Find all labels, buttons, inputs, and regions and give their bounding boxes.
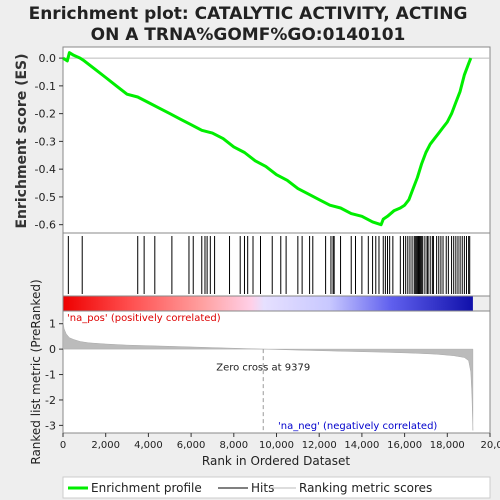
hits-panel bbox=[62, 232, 491, 297]
es-y-tick-label: 0.0 bbox=[39, 52, 57, 65]
x-axis-ticks: 0 2,000 4,000 6,000 8,000 10,000 12,000 14,000 1… bbox=[60, 433, 500, 451]
enrichment-profile-line bbox=[62, 51, 473, 227]
metric-panel bbox=[62, 310, 491, 434]
hits-marks bbox=[67, 236, 471, 294]
chart-title-line2: ON A TRNA%GOMF%GO:0140101 bbox=[91, 25, 406, 45]
x-tick-label: 18,000 bbox=[430, 440, 465, 451]
es-y-ticks: 0.0 -0.1 -0.2 -0.3 -0.4 -0.5 -0.6 bbox=[35, 52, 63, 232]
x-tick-label: 16,000 bbox=[387, 440, 422, 451]
ranking-metric-area bbox=[62, 321, 474, 431]
chart-title-line1: Enrichment plot: CATALYTIC ACTIVITY, ACT… bbox=[29, 4, 468, 24]
legend-label: Enrichment profile bbox=[91, 481, 202, 495]
es-y-axis-label: Enrichment score (ES) bbox=[14, 53, 30, 228]
x-tick-label: 14,000 bbox=[344, 440, 379, 451]
metric-y-tick-label: 1 bbox=[49, 318, 56, 331]
negative-correlation-label: 'na_neg' (negatively correlated) bbox=[278, 421, 437, 432]
rank-color-bar bbox=[63, 296, 473, 311]
x-tick-label: 12,000 bbox=[302, 440, 337, 451]
es-y-tick-label: -0.6 bbox=[35, 219, 56, 232]
metric-y-tick-label: -2 bbox=[45, 394, 56, 407]
es-y-tick-label: -0.2 bbox=[35, 108, 56, 121]
x-tick-label: 2,000 bbox=[91, 440, 120, 451]
x-tick-label: 8,000 bbox=[219, 440, 248, 451]
x-tick-label: 4,000 bbox=[134, 440, 163, 451]
x-tick-label: 0 bbox=[60, 440, 66, 451]
es-y-tick-label: -0.5 bbox=[35, 191, 56, 204]
metric-y-axis-label: Ranked list metric (PreRanked) bbox=[29, 279, 43, 464]
legend-label: Hits bbox=[251, 481, 274, 495]
x-axis-label: Rank in Ordered Dataset bbox=[202, 454, 350, 468]
x-tick-label: 10,000 bbox=[259, 440, 294, 451]
legend-label: Ranking metric scores bbox=[299, 481, 432, 495]
es-y-tick-label: -0.3 bbox=[35, 135, 56, 148]
metric-y-tick-label: -3 bbox=[45, 419, 56, 432]
zero-cross-label: Zero cross at 9379 bbox=[216, 363, 310, 374]
es-panel bbox=[62, 46, 491, 234]
x-tick-label: 20,000 bbox=[481, 440, 500, 451]
positive-correlation-label: 'na_pos' (positively correlated) bbox=[67, 313, 221, 324]
x-tick-label: 6,000 bbox=[177, 440, 206, 451]
metric-y-tick-label: -1 bbox=[45, 369, 56, 382]
metric-y-tick-label: 0 bbox=[49, 343, 56, 356]
metric-y-ticks: 1 0 -1 -2 -3 bbox=[45, 318, 63, 432]
legend: Enrichment profile Hits Ranking metric sco… bbox=[68, 481, 432, 495]
es-y-tick-label: -0.1 bbox=[35, 80, 56, 93]
es-y-tick-label: -0.4 bbox=[35, 163, 56, 176]
